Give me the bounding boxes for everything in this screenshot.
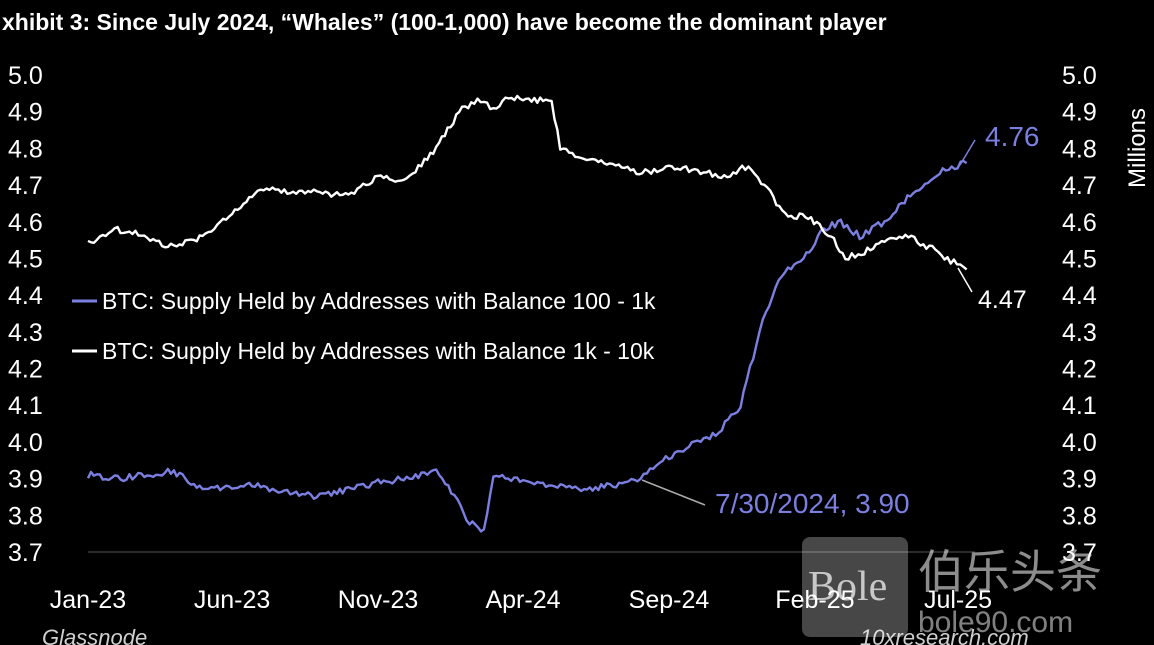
annotation-leader-447 [957, 267, 973, 293]
y-tick-left-4.7: 4.7 [8, 172, 43, 200]
y-tick-left-5.0: 5.0 [8, 62, 43, 90]
watermark-logo-box [802, 537, 908, 637]
legend: BTC: Supply Held by Addresses with Balan… [72, 288, 656, 364]
y-tick-right-5.0: 5.0 [1062, 62, 1097, 90]
y-tick-left-4.8: 4.8 [8, 135, 43, 163]
y-tick-right-3.9: 3.9 [1062, 466, 1097, 494]
y-tick-right-4.7: 4.7 [1062, 172, 1097, 200]
x-tick-Nov-23: Nov-23 [338, 586, 419, 614]
source-label: Glassnode [42, 625, 147, 645]
watermark-url: bole90.com [918, 606, 1073, 639]
y-tick-left-4.4: 4.4 [8, 282, 43, 310]
y-tick-right-4.1: 4.1 [1062, 392, 1097, 420]
annotation-447: 4.47 [978, 286, 1027, 314]
y-tick-right-4.5: 4.5 [1062, 245, 1097, 273]
chart-title: xhibit 3: Since July 2024, “Whales” (100… [2, 9, 887, 35]
y-axis-unit-label: Millions [1124, 108, 1151, 188]
y-tick-right-4.2: 4.2 [1062, 356, 1097, 384]
watermark: Bole 伯乐头条 bole90.com [802, 537, 1102, 639]
y-tick-left-4.1: 4.1 [8, 392, 43, 420]
legend-label-1k-10k: BTC: Supply Held by Addresses with Balan… [102, 338, 655, 364]
y-tick-right-4.6: 4.6 [1062, 209, 1097, 237]
x-tick-Jun-23: Jun-23 [194, 586, 270, 614]
credit-label: 10xresearch.com [860, 625, 1029, 645]
y-tick-left-4.3: 4.3 [8, 319, 43, 347]
y-tick-left-4.5: 4.5 [8, 245, 43, 273]
x-tick-Jan-23: Jan-23 [50, 586, 126, 614]
watermark-logo: Bole [808, 564, 887, 610]
y-tick-right-4.4: 4.4 [1062, 282, 1097, 310]
y-tick-right-4.9: 4.9 [1062, 99, 1097, 127]
y-tick-left-4.9: 4.9 [8, 99, 43, 127]
annotation-leader-july [641, 479, 706, 506]
y-tick-right-3.7: 3.7 [1062, 539, 1097, 567]
x-axis: Jan-23 Jun-23 Nov-23 Apr-24 Sep-24 Feb-25 Jul-… [50, 586, 992, 614]
y-axis-right: 5.0 4.9 4.8 4.7 4.6 4.5 4.4 4.3 4.2 4.1 4.0 3.9 3.8 3… [1062, 62, 1097, 567]
y-tick-right-4.8: 4.8 [1062, 135, 1097, 163]
series-lines [86, 94, 968, 533]
watermark-cn-text: 伯乐头条 [918, 546, 1102, 598]
x-tick-Jul-25: Jul-25 [924, 586, 992, 614]
y-tick-right-4.3: 4.3 [1062, 319, 1097, 347]
x-tick-Apr-24: Apr-24 [485, 586, 560, 614]
y-axis-left: 5.0 4.9 4.8 4.7 4.6 4.5 4.4 4.3 4.2 4.1 4.0 3.9 3.8 3… [8, 62, 43, 567]
y-tick-right-4.0: 4.0 [1062, 429, 1097, 457]
series-line-1k-10k [87, 94, 968, 271]
annotation-476: 4.76 [985, 121, 1040, 152]
y-tick-right-3.8: 3.8 [1062, 502, 1097, 530]
annotations: 4.76 4.47 7/30/2024, 3.90 [641, 121, 1040, 519]
annotation-jul-30-2024: 7/30/2024, 3.90 [715, 488, 910, 519]
x-tick-Feb-25: Feb-25 [775, 586, 854, 614]
annotation-leader-476 [959, 139, 976, 166]
legend-label-100-1k: BTC: Supply Held by Addresses with Balan… [102, 288, 656, 314]
y-tick-left-3.8: 3.8 [8, 502, 43, 530]
series-line-100-1k [86, 159, 968, 533]
y-tick-left-4.6: 4.6 [8, 209, 43, 237]
x-tick-Sep-24: Sep-24 [629, 586, 710, 614]
y-tick-left-3.9: 3.9 [8, 466, 43, 494]
y-tick-left-4.0: 4.0 [8, 429, 43, 457]
y-tick-left-4.2: 4.2 [8, 356, 43, 384]
y-tick-left-3.7: 3.7 [8, 539, 43, 567]
